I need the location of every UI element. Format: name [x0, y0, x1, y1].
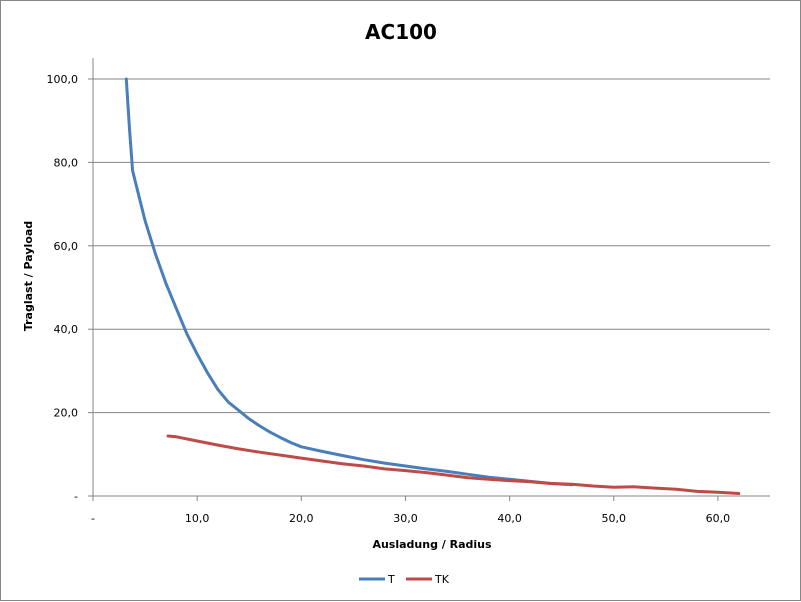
x-tick-label: 30,0 — [393, 512, 418, 525]
y-tick-label: 40,0 — [54, 323, 79, 336]
x-tick-label: 60,0 — [706, 512, 731, 525]
x-tick-label: 10,0 — [185, 512, 210, 525]
series-line-t — [124, 77, 574, 487]
y-tick-label: 80,0 — [54, 156, 79, 169]
x-tick-label: 50,0 — [602, 512, 627, 525]
grid-layer — [93, 78, 770, 414]
y-tick-label: 100,0 — [47, 73, 79, 86]
series-layer — [124, 77, 741, 495]
y-axis-title: Traglast / Payload — [22, 221, 35, 331]
series-line-tk — [166, 434, 741, 495]
legend-label-t: T — [387, 573, 395, 586]
legend: T TK — [359, 573, 450, 586]
chart-title: AC100 — [365, 20, 437, 44]
x-tick-label: 40,0 — [497, 512, 522, 525]
x-tick-label: 20,0 — [289, 512, 314, 525]
legend-label-tk: TK — [434, 573, 450, 586]
axis-layer: - 20,0 40,0 60,0 80,0 100,0 - 10,0 20,0 30,0 40,0 5… — [47, 58, 770, 525]
y-tick-label: 60,0 — [54, 240, 79, 253]
y-tick-label: - — [74, 490, 78, 503]
x-axis-title: Ausladung / Radius — [372, 538, 492, 551]
y-tick-label: 20,0 — [54, 407, 79, 420]
x-tick-label: - — [91, 512, 95, 525]
